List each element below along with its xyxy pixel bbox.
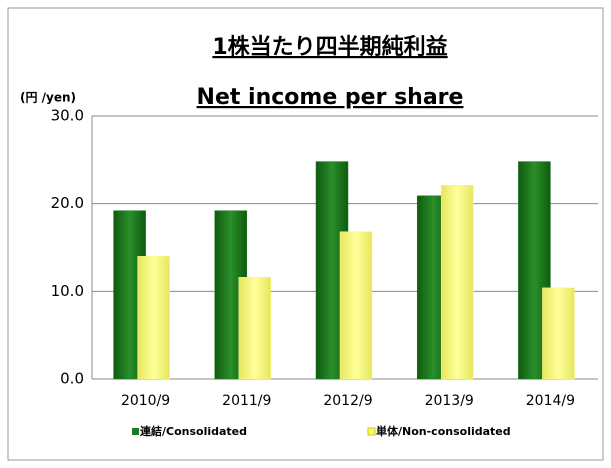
x-tick-label: 2012/9 [323,393,372,409]
x-tick-label: 2013/9 [425,393,474,409]
y-tick-label: 30.0 [51,107,84,125]
legend-swatch [367,427,376,436]
y-tick-label: 0.0 [60,370,84,388]
y-tick-label: 20.0 [51,194,84,212]
y-tick-label: 10.0 [51,282,84,300]
x-tick-label: 2010/9 [121,393,170,409]
bar [440,185,474,380]
bar [238,277,272,380]
bar [542,287,575,380]
x-tick-label: 2011/9 [222,393,271,409]
chart-frame [7,7,604,461]
bar [339,231,373,380]
chart-subtitle: Net income per share [197,85,464,110]
bar [137,256,170,380]
legend-label: 連結/Consolidated [140,424,247,438]
chart-title: 1株当たり四半期純利益 [212,34,447,60]
legend-label: 単体/Non-consolidated [376,424,511,438]
y-axis-label: (円 /yen) [20,91,76,105]
legend-swatch [132,428,139,435]
x-tick-label: 2014/9 [526,393,575,409]
